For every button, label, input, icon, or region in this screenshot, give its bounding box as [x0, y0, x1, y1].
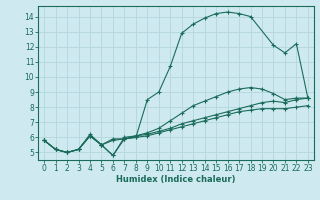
X-axis label: Humidex (Indice chaleur): Humidex (Indice chaleur) — [116, 175, 236, 184]
